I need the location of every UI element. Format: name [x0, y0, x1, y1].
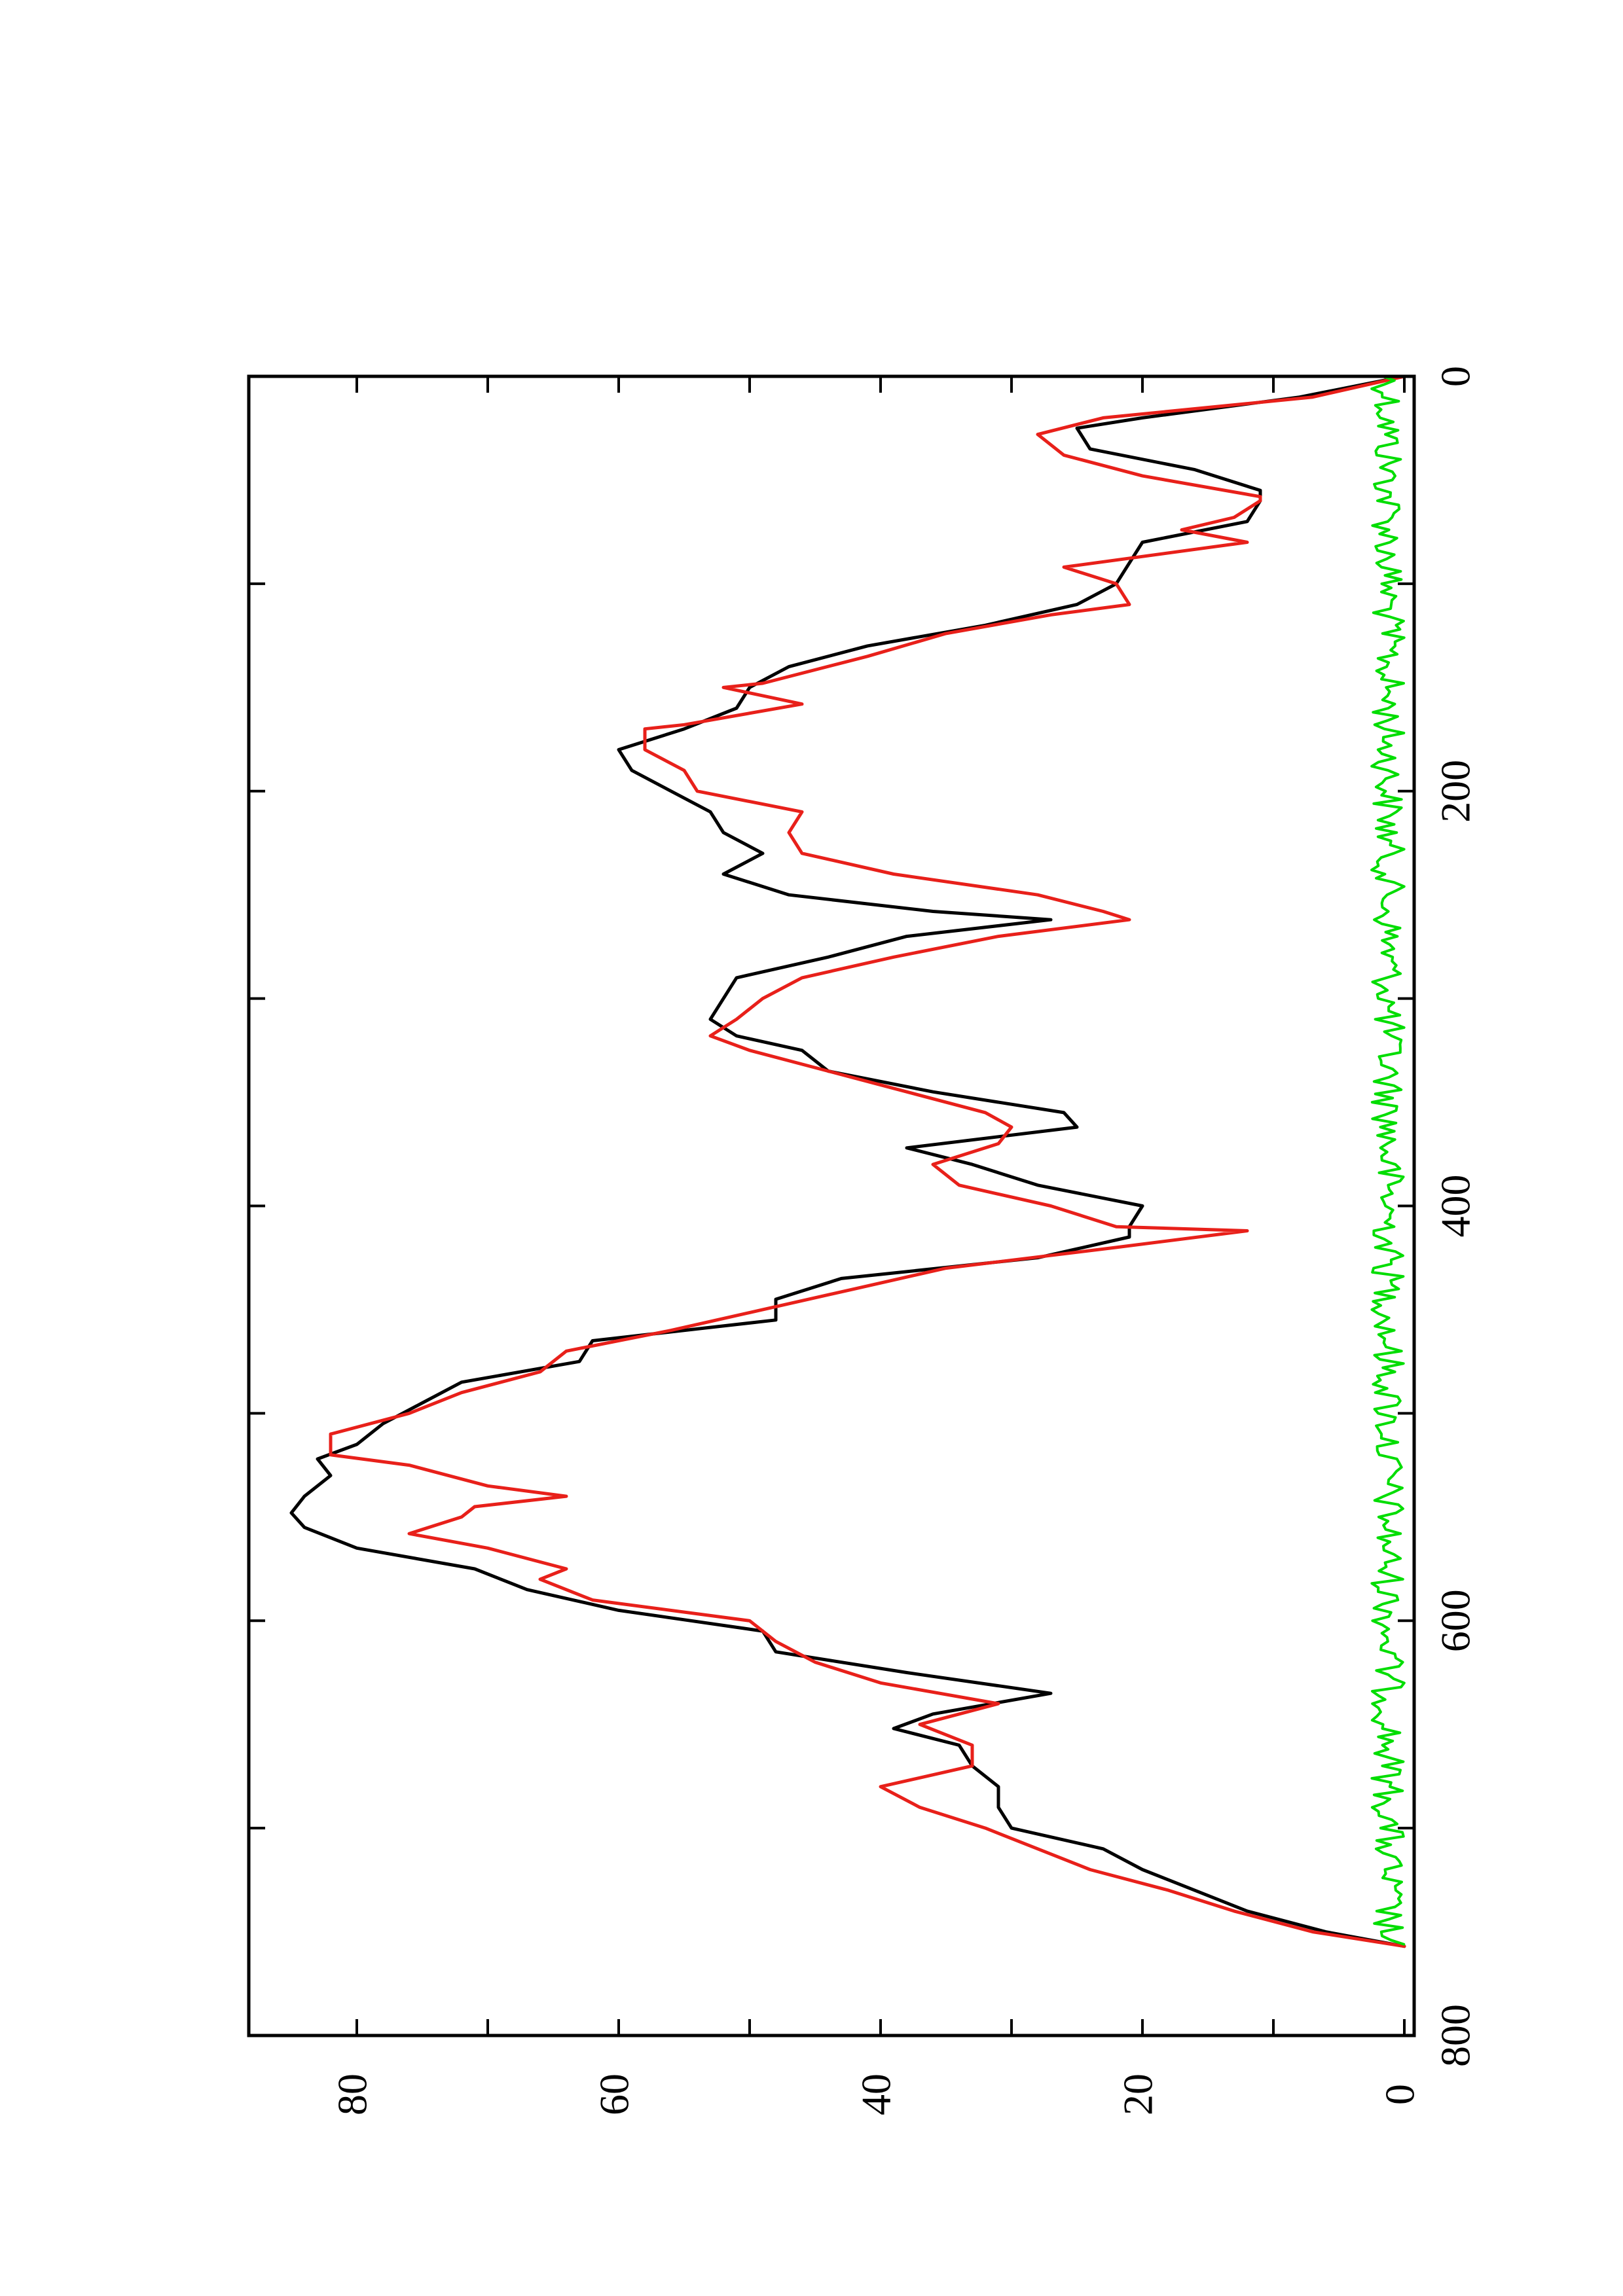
series-line-2 [329, 374, 1406, 1948]
y-tick-label: 0 [1377, 2084, 1423, 2105]
x-tick-label: 0 [1432, 366, 1479, 387]
y-tick-label: 40 [853, 2073, 900, 2115]
series-layer [289, 374, 1406, 1948]
series-line-1 [289, 374, 1406, 1948]
y-tick-label: 80 [329, 2073, 376, 2115]
x-tick-label: 400 [1432, 1175, 1479, 1238]
y-tick-label: 60 [591, 2073, 638, 2115]
x-tick-label: 800 [1432, 2004, 1479, 2067]
x-tick-label: 600 [1432, 1589, 1479, 1652]
series-line-3 [1370, 375, 1406, 1946]
tick-layer: 0 200 400 600 800 0 20 40 60 80 [249, 366, 1479, 2115]
x-tick-label: 200 [1432, 760, 1479, 823]
y-tick-label: 20 [1115, 2073, 1161, 2115]
